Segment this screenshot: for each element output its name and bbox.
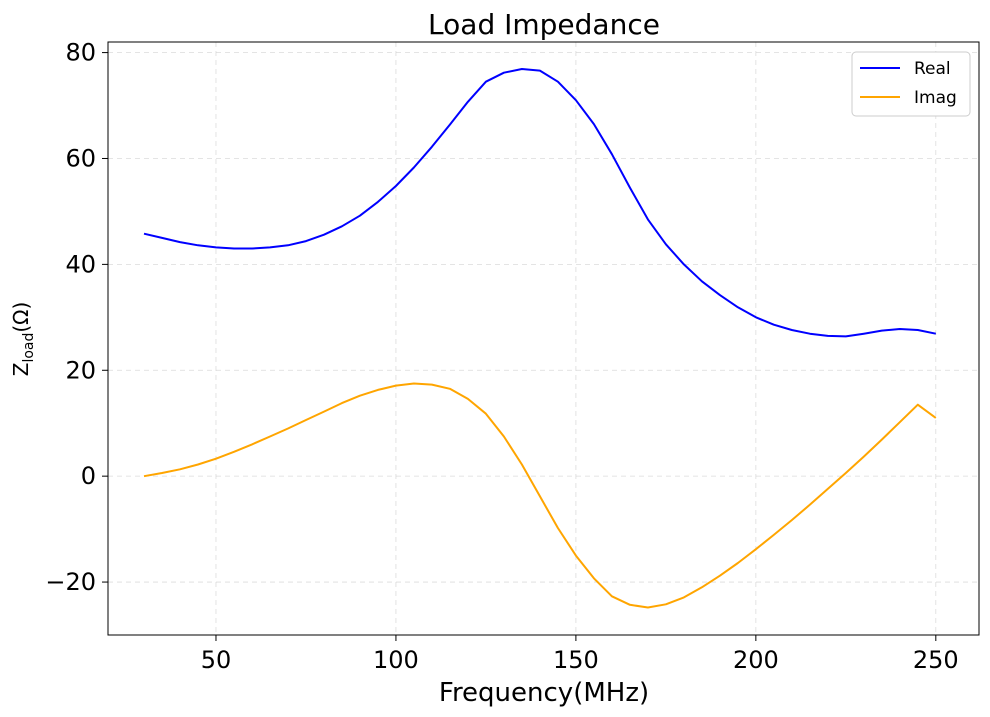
- x-tick-label: 100: [373, 646, 419, 674]
- y-tick-label: 0: [81, 462, 96, 490]
- grid-layer: [108, 42, 979, 635]
- y-tick-label: 60: [65, 144, 96, 172]
- chart-title: Load Impedance: [428, 8, 660, 41]
- y-axis-ticks: −20 0 20 40 60 80: [45, 39, 108, 596]
- y-axis-label-unit: (Ω): [9, 302, 33, 333]
- plot-area-frame: [107, 41, 980, 636]
- legend-label-imag: Imag: [914, 88, 957, 108]
- y-axis-label-subscript: load: [21, 333, 37, 363]
- y-tick-label: −20: [45, 568, 96, 596]
- y-axis-label: Zload(Ω): [9, 302, 37, 377]
- y-axis-label-base: Z: [9, 363, 33, 377]
- y-tick-label: 40: [65, 250, 96, 278]
- y-tick-label: 80: [65, 39, 96, 67]
- x-tick-label: 250: [913, 646, 959, 674]
- x-tick-label: 50: [201, 646, 232, 674]
- series-layer: [143, 68, 937, 609]
- series-line-real: [143, 68, 937, 338]
- x-tick-label: 150: [553, 646, 599, 674]
- legend-label-real: Real: [914, 59, 951, 79]
- y-tick-label: 20: [65, 356, 96, 384]
- x-tick-label: 200: [733, 646, 779, 674]
- series-line-imag: [143, 382, 937, 609]
- x-axis-ticks: 50 100 150 200 250: [201, 635, 959, 674]
- x-axis-label: Frequency(MHz): [439, 678, 649, 708]
- legend: Real Imag: [851, 51, 971, 117]
